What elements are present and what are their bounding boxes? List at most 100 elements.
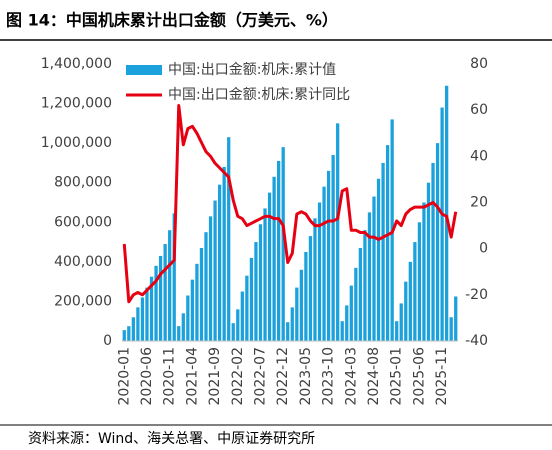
y2-tick-label: 80 [470, 56, 488, 72]
x-tick-label: 2025-06 [411, 347, 427, 406]
x-tick-label: 2022-12 [275, 347, 291, 406]
source: 资料来源：Wind、海关总署、中原证券研究所 [28, 431, 315, 447]
x-tick-label: 2024-03 [343, 347, 359, 406]
bar [204, 232, 208, 341]
bar [145, 287, 149, 341]
bar [417, 222, 422, 341]
bar [231, 323, 235, 341]
bar [290, 307, 294, 341]
bar [445, 85, 449, 341]
x-tick-label: 2024-08 [366, 347, 382, 406]
bar [217, 184, 222, 341]
bar [299, 269, 303, 341]
bar [363, 230, 367, 341]
x-tick-label: 2022-07 [252, 347, 268, 406]
bar [404, 281, 408, 341]
bar [140, 297, 145, 341]
bar [258, 224, 263, 341]
bar [308, 236, 313, 341]
y2-tick-label: 40 [470, 148, 488, 164]
bar [254, 242, 258, 341]
bar [136, 307, 140, 341]
x-tick-label: 2023-05 [298, 347, 314, 406]
bar [272, 176, 276, 341]
bar [408, 261, 412, 341]
bar [372, 196, 376, 341]
bar [163, 244, 167, 341]
y2-tick-label: 20 [470, 195, 488, 211]
bar [208, 216, 213, 341]
y-tick-label: 400,000 [54, 254, 112, 270]
x-tick-label: 2021-09 [207, 347, 223, 406]
bar [317, 202, 322, 341]
y-tick-label: 600,000 [54, 214, 112, 230]
bar [349, 285, 353, 341]
bar [190, 279, 195, 341]
bar [295, 287, 299, 341]
chart-title: 图 14：中国机床累计出口金额（万美元、%） [6, 11, 338, 30]
bar [122, 330, 126, 341]
bar [227, 137, 231, 341]
bar [195, 263, 199, 341]
bar [426, 182, 431, 341]
bar [149, 276, 154, 341]
bar [222, 166, 226, 341]
y-tick-label: 200,000 [54, 293, 112, 309]
bar [286, 322, 290, 341]
legend-label: 中国:出口金额:机床:累计值 [168, 62, 336, 78]
bar [449, 317, 453, 341]
y-tick-label: 800,000 [54, 175, 112, 191]
bar [336, 123, 340, 341]
x-tick-label: 2023-10 [321, 347, 337, 406]
bar [267, 192, 272, 341]
bar [435, 143, 440, 341]
bar [249, 257, 254, 341]
bar [213, 200, 217, 341]
x-tick-label: 2025-11 [434, 347, 450, 406]
bar [236, 309, 240, 341]
bar [358, 248, 363, 341]
x-tick-label: 2021-04 [184, 347, 200, 406]
x-tick-label: 2020-06 [139, 347, 155, 406]
bar [431, 162, 435, 341]
bar [263, 208, 267, 341]
bar [154, 265, 158, 341]
x-tick-label: 2025-01 [389, 347, 405, 406]
legend-swatch [126, 65, 162, 75]
bar [395, 321, 399, 341]
bar [413, 242, 417, 341]
y-tick-label: 1,400,000 [41, 56, 112, 72]
bar [168, 230, 172, 341]
bar [313, 218, 317, 341]
bar [127, 326, 131, 341]
bar [158, 255, 163, 341]
bar [131, 317, 135, 341]
y-tick-label: 0 [103, 333, 112, 349]
y-tick-label: 1,200,000 [41, 96, 112, 112]
bar [422, 202, 426, 341]
bar [326, 170, 331, 341]
bar [245, 275, 249, 341]
y2-tick-label: 60 [470, 102, 488, 118]
bar [376, 178, 381, 341]
bar [381, 162, 385, 341]
bar [354, 267, 358, 341]
y2-tick-label: -40 [465, 333, 488, 349]
bar [345, 305, 349, 341]
y2-tick-label: 0 [479, 241, 488, 257]
y2-tick-label: -20 [465, 287, 488, 303]
bar [181, 313, 185, 341]
legend-label: 中国:出口金额:机床:累计同比 [168, 87, 350, 103]
x-tick-label: 2020-11 [162, 347, 178, 406]
bar [186, 295, 190, 341]
bar [199, 248, 204, 341]
bar [304, 251, 308, 341]
bar [240, 291, 244, 341]
bar [367, 212, 372, 341]
bar [322, 186, 326, 341]
bar [331, 155, 335, 341]
bar [399, 303, 403, 341]
y-tick-label: 1,000,000 [41, 135, 112, 151]
bar [454, 296, 458, 341]
